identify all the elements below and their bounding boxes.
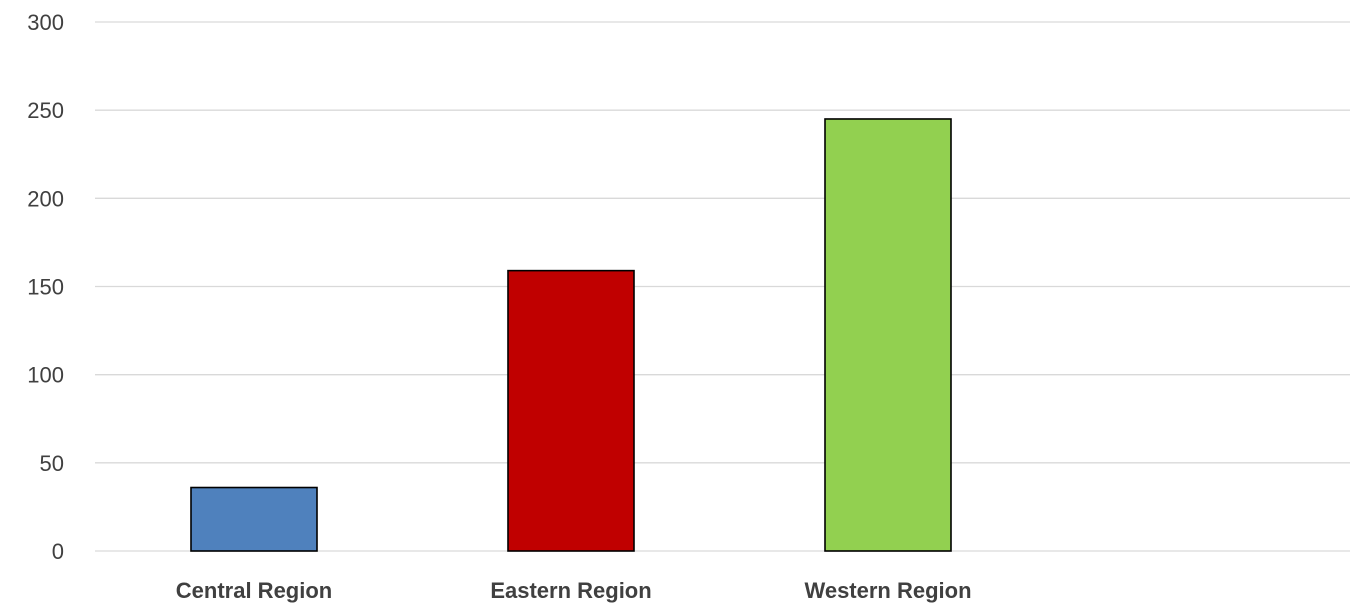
gridlines [95,21,1350,552]
x-tick-label: Eastern Region [490,578,651,603]
y-tick-label: 100 [27,363,64,388]
x-tick-label: Western Region [804,578,971,603]
y-tick-label: 200 [27,186,64,211]
y-tick-label: 50 [40,451,64,476]
bar-western-region [824,118,952,552]
bar-eastern-region [507,269,635,552]
y-axis-tick-labels: 0 50 100 150 200 250 300 [27,10,64,564]
x-tick-label: Central Region [176,578,332,603]
y-tick-label: 0 [52,539,64,564]
bars [190,118,952,552]
y-tick-label: 250 [27,98,64,123]
x-axis-tick-labels: Central Region Eastern Region Western Regi… [176,578,972,603]
bar-central-region [190,486,318,552]
y-tick-label: 300 [27,10,64,35]
y-tick-label: 150 [27,275,64,300]
